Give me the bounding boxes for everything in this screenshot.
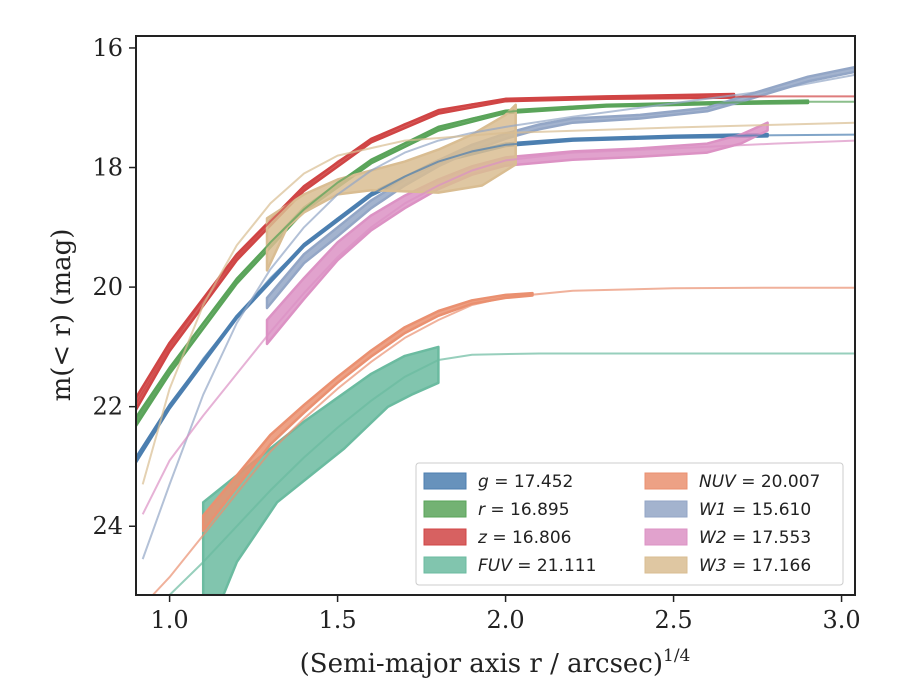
legend-swatch — [423, 528, 467, 546]
x-axis-ticks: 1.0 1.5 2.0 2.5 3.0 — [151, 595, 861, 634]
legend-swatch — [423, 472, 467, 490]
legend-item-z: z = 16.806 — [423, 528, 571, 548]
legend-item-fuv: FUV = 21.111 — [423, 556, 596, 576]
model-w2 — [141, 139, 855, 515]
legend-item-g: g = 17.452 — [423, 472, 573, 492]
model-nuv — [152, 286, 855, 595]
legend-label: W1 = 15.610 — [699, 500, 811, 520]
x-tick-label: 1.0 — [151, 606, 189, 634]
model-z — [136, 95, 855, 405]
x-axis-label: (Semi-major axis r / arcsec)1/4 — [300, 646, 691, 679]
band-fuv — [201, 345, 440, 595]
legend-item-nuv: NUV = 20.007 — [644, 472, 820, 492]
y-tick-label: 22 — [92, 393, 123, 421]
legend-frame — [415, 462, 844, 586]
y-tick-label: 18 — [92, 154, 123, 182]
legend-swatch — [644, 500, 688, 518]
y-tick-label: 16 — [92, 34, 123, 62]
error-bands — [136, 65, 855, 595]
x-tick-label: 2.5 — [654, 606, 692, 634]
model-w3 — [141, 121, 855, 485]
model-fuv — [168, 352, 855, 595]
legend-label: g = 17.452 — [478, 472, 573, 492]
legend-swatch — [644, 556, 688, 574]
legend-label: z = 16.806 — [477, 528, 571, 548]
legend-item-w1: W1 = 15.610 — [644, 500, 811, 520]
model-w1 — [141, 73, 855, 560]
legend-label: r = 16.895 — [478, 500, 570, 520]
legend-label: NUV = 20.007 — [699, 472, 820, 492]
x-tick-label: 2.0 — [486, 606, 524, 634]
legend-item-w3: W3 = 17.166 — [644, 556, 811, 576]
legend-item-r: r = 16.895 — [423, 500, 570, 520]
y-tick-label: 24 — [92, 512, 123, 540]
model-curves — [136, 73, 855, 595]
y-tick-label: 20 — [92, 273, 123, 301]
legend-swatch — [644, 472, 688, 490]
legend-swatch — [644, 528, 688, 546]
legend-item-w2: W2 = 17.553 — [644, 528, 811, 548]
x-tick-label: 3.0 — [822, 606, 860, 634]
plot-frame — [135, 35, 856, 596]
model-g — [136, 133, 855, 462]
legend-label: W2 = 17.553 — [699, 528, 811, 548]
legend-label: W3 = 17.166 — [699, 556, 811, 576]
legend: g = 17.452 r = 16.895 z = 16.806 FUV = 21.1… — [415, 462, 844, 586]
x-axis-label-text: (Semi-major axis r / arcsec) — [300, 649, 663, 679]
x-axis-label-superscript: 1/4 — [663, 646, 690, 666]
y-axis-label: m(< r) (mag) — [47, 229, 77, 402]
legend-label: FUV = 21.111 — [478, 556, 596, 576]
model-r — [136, 100, 855, 423]
x-tick-label: 1.5 — [319, 606, 357, 634]
y-axis-ticks: 16 18 20 22 24 — [92, 34, 136, 540]
legend-swatch — [423, 500, 467, 518]
legend-swatch — [423, 556, 467, 574]
